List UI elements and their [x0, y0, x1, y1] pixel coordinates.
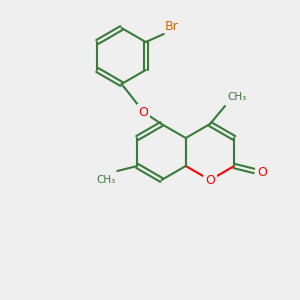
Text: CH₃: CH₃: [96, 175, 115, 185]
Text: O: O: [139, 106, 148, 118]
Text: O: O: [257, 167, 267, 179]
Text: Br: Br: [165, 20, 178, 33]
Text: CH₃: CH₃: [227, 92, 246, 102]
Text: O: O: [205, 173, 215, 187]
